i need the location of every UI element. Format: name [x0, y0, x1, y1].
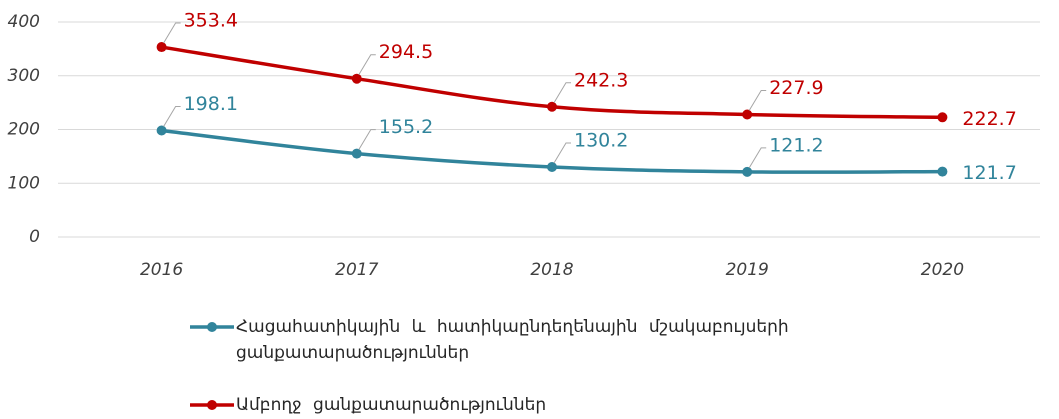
legend-swatch [190, 322, 234, 332]
point [351, 148, 362, 159]
point [156, 42, 167, 53]
leader-line [748, 90, 767, 111]
data-label: 121.7 [962, 162, 1016, 184]
x-tick-label: 2020 [921, 260, 964, 280]
leader-line [163, 22, 181, 44]
y-tick-label: 100 [8, 173, 40, 193]
point [937, 112, 948, 123]
chart: 0 100 200 300 400 2016 2017 2018 2019 2020 198.1 15… [8, 10, 1040, 280]
point [742, 166, 753, 177]
point [156, 125, 167, 136]
y-tick-label: 200 [8, 120, 40, 140]
point [742, 109, 753, 120]
leader-line [358, 54, 376, 75]
leader-line [358, 129, 376, 150]
legend-label: Ամբողջ ցանքատարածություններ [236, 395, 547, 415]
data-label: 227.9 [769, 77, 823, 99]
y-tick-label: 400 [8, 12, 40, 32]
legend-swatch [190, 400, 234, 410]
legend-item: Հացահատիկային և հատիկաընդեղենային մշակաբ… [188, 314, 916, 366]
x-tick-label: 2017 [335, 260, 378, 280]
data-label: 353.4 [184, 10, 238, 32]
data-label: 198.1 [184, 93, 238, 115]
legend-marker [207, 322, 217, 332]
data-label: 155.2 [379, 116, 433, 138]
point [547, 101, 557, 112]
leader-line [553, 82, 571, 104]
data-label: 242.3 [574, 69, 628, 91]
point [547, 162, 557, 173]
y-tick-label: 0 [29, 227, 40, 247]
point [351, 73, 362, 84]
data-label: 121.2 [769, 134, 823, 156]
x-tick-label: 2018 [530, 260, 573, 280]
data-label: 294.5 [379, 41, 433, 63]
y-tick-label: 300 [8, 66, 40, 86]
legend-marker [207, 400, 217, 410]
data-label: 130.2 [574, 130, 628, 152]
data-label: 222.7 [962, 108, 1016, 130]
legend-item: Ամբողջ ցանքատարածություններ [188, 392, 546, 418]
leader-line [163, 106, 181, 127]
legend-label: Հացահատիկային և հատիկաընդեղենային մշակաբ… [236, 317, 789, 363]
leader-line [553, 142, 571, 164]
point [937, 166, 948, 177]
x-tick-label: 2019 [726, 260, 769, 280]
x-tick-label: 2016 [140, 260, 183, 280]
leader-line [748, 147, 767, 169]
